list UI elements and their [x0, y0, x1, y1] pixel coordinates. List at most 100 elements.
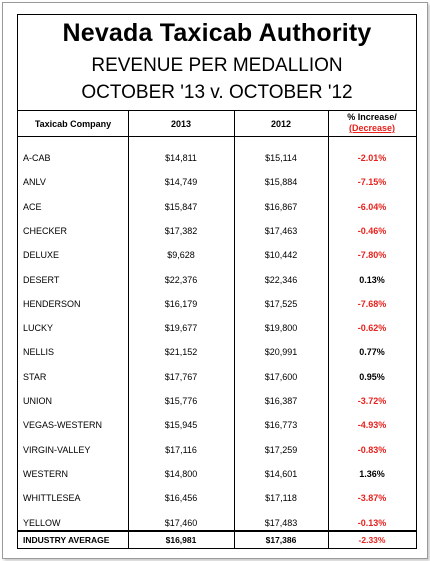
revenue-2013-cell: $15,945 — [164, 420, 198, 431]
pct-change-cell: -0.13% — [357, 517, 387, 528]
table-row: NELLIS $21,152 $20,991 0.77% — [18, 340, 416, 364]
pct-change-cell: -0.46% — [357, 225, 387, 236]
average-2012: $17,386 — [265, 535, 297, 545]
revenue-2013-cell: $17,116 — [165, 444, 197, 455]
pct-change-cell: -3.87% — [357, 493, 387, 504]
revenue-2013-cell: $22,376 — [164, 274, 198, 285]
column-divider — [328, 110, 329, 548]
pct-change-cell: 0.95% — [359, 371, 385, 382]
table-row: VEGAS-WESTERN $15,945 $16,773 -4.93% — [18, 413, 416, 437]
table-row: HENDERSON $16,179 $17,525 -7.68% — [18, 292, 416, 316]
table-row: DELUXE $9,628 $10,442 -7.80% — [18, 243, 416, 267]
revenue-2013-cell: $16,456 — [164, 493, 198, 504]
pct-change-cell: -6.04% — [357, 201, 387, 212]
table-row: WHITTLESEA $16,456 $17,118 -3.87% — [18, 486, 416, 510]
revenue-2012-cell: $16,867 — [264, 201, 298, 212]
company-cell: STAR — [23, 371, 47, 382]
pct-change-cell: 1.36% — [359, 468, 385, 479]
revenue-2013-cell: $15,847 — [164, 201, 198, 212]
header-top-rule — [18, 110, 416, 111]
revenue-2013-cell: $17,460 — [164, 517, 198, 528]
revenue-2012-cell: $14,601 — [264, 468, 298, 479]
pct-change-cell: -7.15% — [357, 177, 387, 188]
revenue-2013-cell: $19,677 — [164, 323, 198, 334]
company-cell: DESERT — [23, 274, 60, 285]
header-2012: 2012 — [270, 119, 292, 129]
company-cell: CHECKER — [23, 225, 68, 236]
revenue-2012-cell: $15,884 — [264, 177, 298, 188]
document-title: Nevada Taxicab Authority — [62, 19, 372, 47]
table-row: CHECKER $17,382 $17,463 -0.46% — [18, 219, 416, 243]
revenue-2012-cell: $17,525 — [264, 298, 298, 309]
average-label: INDUSTRY AVERAGE — [23, 535, 110, 545]
company-cell: NELLIS — [23, 347, 55, 358]
revenue-2013-cell: $17,382 — [164, 225, 198, 236]
company-cell: VEGAS-WESTERN — [23, 420, 103, 431]
table-row: DESERT $22,376 $22,346 0.13% — [18, 268, 416, 292]
table-row: VIRGIN-VALLEY $17,116 $17,259 -0.83% — [18, 438, 416, 462]
revenue-2013-cell: $17,767 — [164, 371, 198, 382]
header-bottom-rule — [18, 136, 416, 137]
column-divider — [234, 110, 235, 548]
company-cell: WHITTLESEA — [23, 493, 81, 504]
pct-change-cell: -7.80% — [357, 250, 387, 261]
revenue-2012-cell: $20,991 — [264, 347, 298, 358]
header-pct-increase: % Increase/ — [347, 112, 397, 122]
revenue-2013-cell: $9,628 — [167, 250, 195, 261]
column-divider — [128, 110, 129, 548]
table-row: UNION $15,776 $16,387 -3.72% — [18, 389, 416, 413]
pct-change-cell: -4.93% — [357, 420, 387, 431]
revenue-2012-cell: $17,483 — [264, 517, 298, 528]
average-pct: -2.33% — [358, 535, 386, 545]
pct-change-cell: -0.83% — [357, 444, 387, 455]
table-row: WESTERN $14,800 $14,601 1.36% — [18, 462, 416, 486]
revenue-2012-cell: $17,463 — [264, 225, 298, 236]
table-row: ACE $15,847 $16,867 -6.04% — [18, 195, 416, 219]
table-row: YELLOW $17,460 $17,483 -0.13% — [18, 511, 416, 535]
revenue-table: Nevada Taxicab Authority REVENUE PER MED… — [17, 14, 417, 549]
company-cell: HENDERSON — [23, 298, 81, 309]
revenue-2012-cell: $16,387 — [264, 396, 298, 406]
company-cell: ANLV — [23, 177, 46, 188]
pct-change-cell: -0.62% — [357, 323, 387, 334]
revenue-2013-cell: $16,179 — [164, 298, 198, 309]
header-company: Taxicab Company — [34, 119, 112, 129]
table-row: STAR $17,767 $17,600 0.95% — [18, 365, 416, 389]
average-2013: $16,981 — [165, 535, 197, 545]
revenue-2012-cell: $16,773 — [264, 420, 298, 431]
revenue-2013-cell: $15,776 — [164, 396, 198, 406]
industry-average-row: INDUSTRY AVERAGE $16,981 $17,386 -2.33% — [18, 530, 416, 548]
company-cell: WESTERN — [23, 468, 68, 479]
company-cell: DELUXE — [23, 250, 60, 261]
company-cell: A-CAB — [23, 153, 51, 163]
revenue-2013-cell: $14,749 — [164, 177, 198, 188]
revenue-2012-cell: $10,442 — [264, 250, 298, 261]
pct-change-cell: -2.01% — [357, 153, 387, 163]
revenue-2013-cell: $14,800 — [164, 468, 198, 479]
company-cell: YELLOW — [23, 517, 61, 528]
company-cell: LUCKY — [23, 323, 54, 334]
revenue-2012-cell: $19,800 — [264, 323, 298, 334]
revenue-2012-cell: $17,118 — [265, 493, 297, 504]
revenue-2013-cell: $14,811 — [165, 153, 197, 163]
revenue-2012-cell: $15,114 — [265, 153, 297, 163]
table-row: A-CAB $14,811 $15,114 -2.01% — [18, 146, 416, 170]
revenue-2012-cell: $17,259 — [264, 444, 298, 455]
revenue-2012-cell: $22,346 — [264, 274, 298, 285]
company-cell: UNION — [23, 396, 52, 406]
company-cell: ACE — [23, 201, 42, 212]
header-pct-decrease: (Decrease) — [348, 123, 396, 133]
table-row: LUCKY $19,677 $19,800 -0.62% — [18, 316, 416, 340]
pct-change-cell: -7.68% — [357, 298, 387, 309]
company-cell: VIRGIN-VALLEY — [23, 444, 91, 455]
document-period: OCTOBER '13 v. OCTOBER '12 — [81, 82, 353, 103]
document-subtitle: REVENUE PER MEDALLION — [91, 55, 343, 76]
revenue-2013-cell: $21,152 — [164, 347, 198, 358]
revenue-2012-cell: $17,600 — [264, 371, 298, 382]
pct-change-cell: 0.77% — [359, 347, 385, 358]
pct-change-cell: -3.72% — [357, 396, 387, 406]
pct-change-cell: 0.13% — [359, 274, 385, 285]
header-2013: 2013 — [170, 119, 192, 129]
table-row: ANLV $14,749 $15,884 -7.15% — [18, 170, 416, 194]
